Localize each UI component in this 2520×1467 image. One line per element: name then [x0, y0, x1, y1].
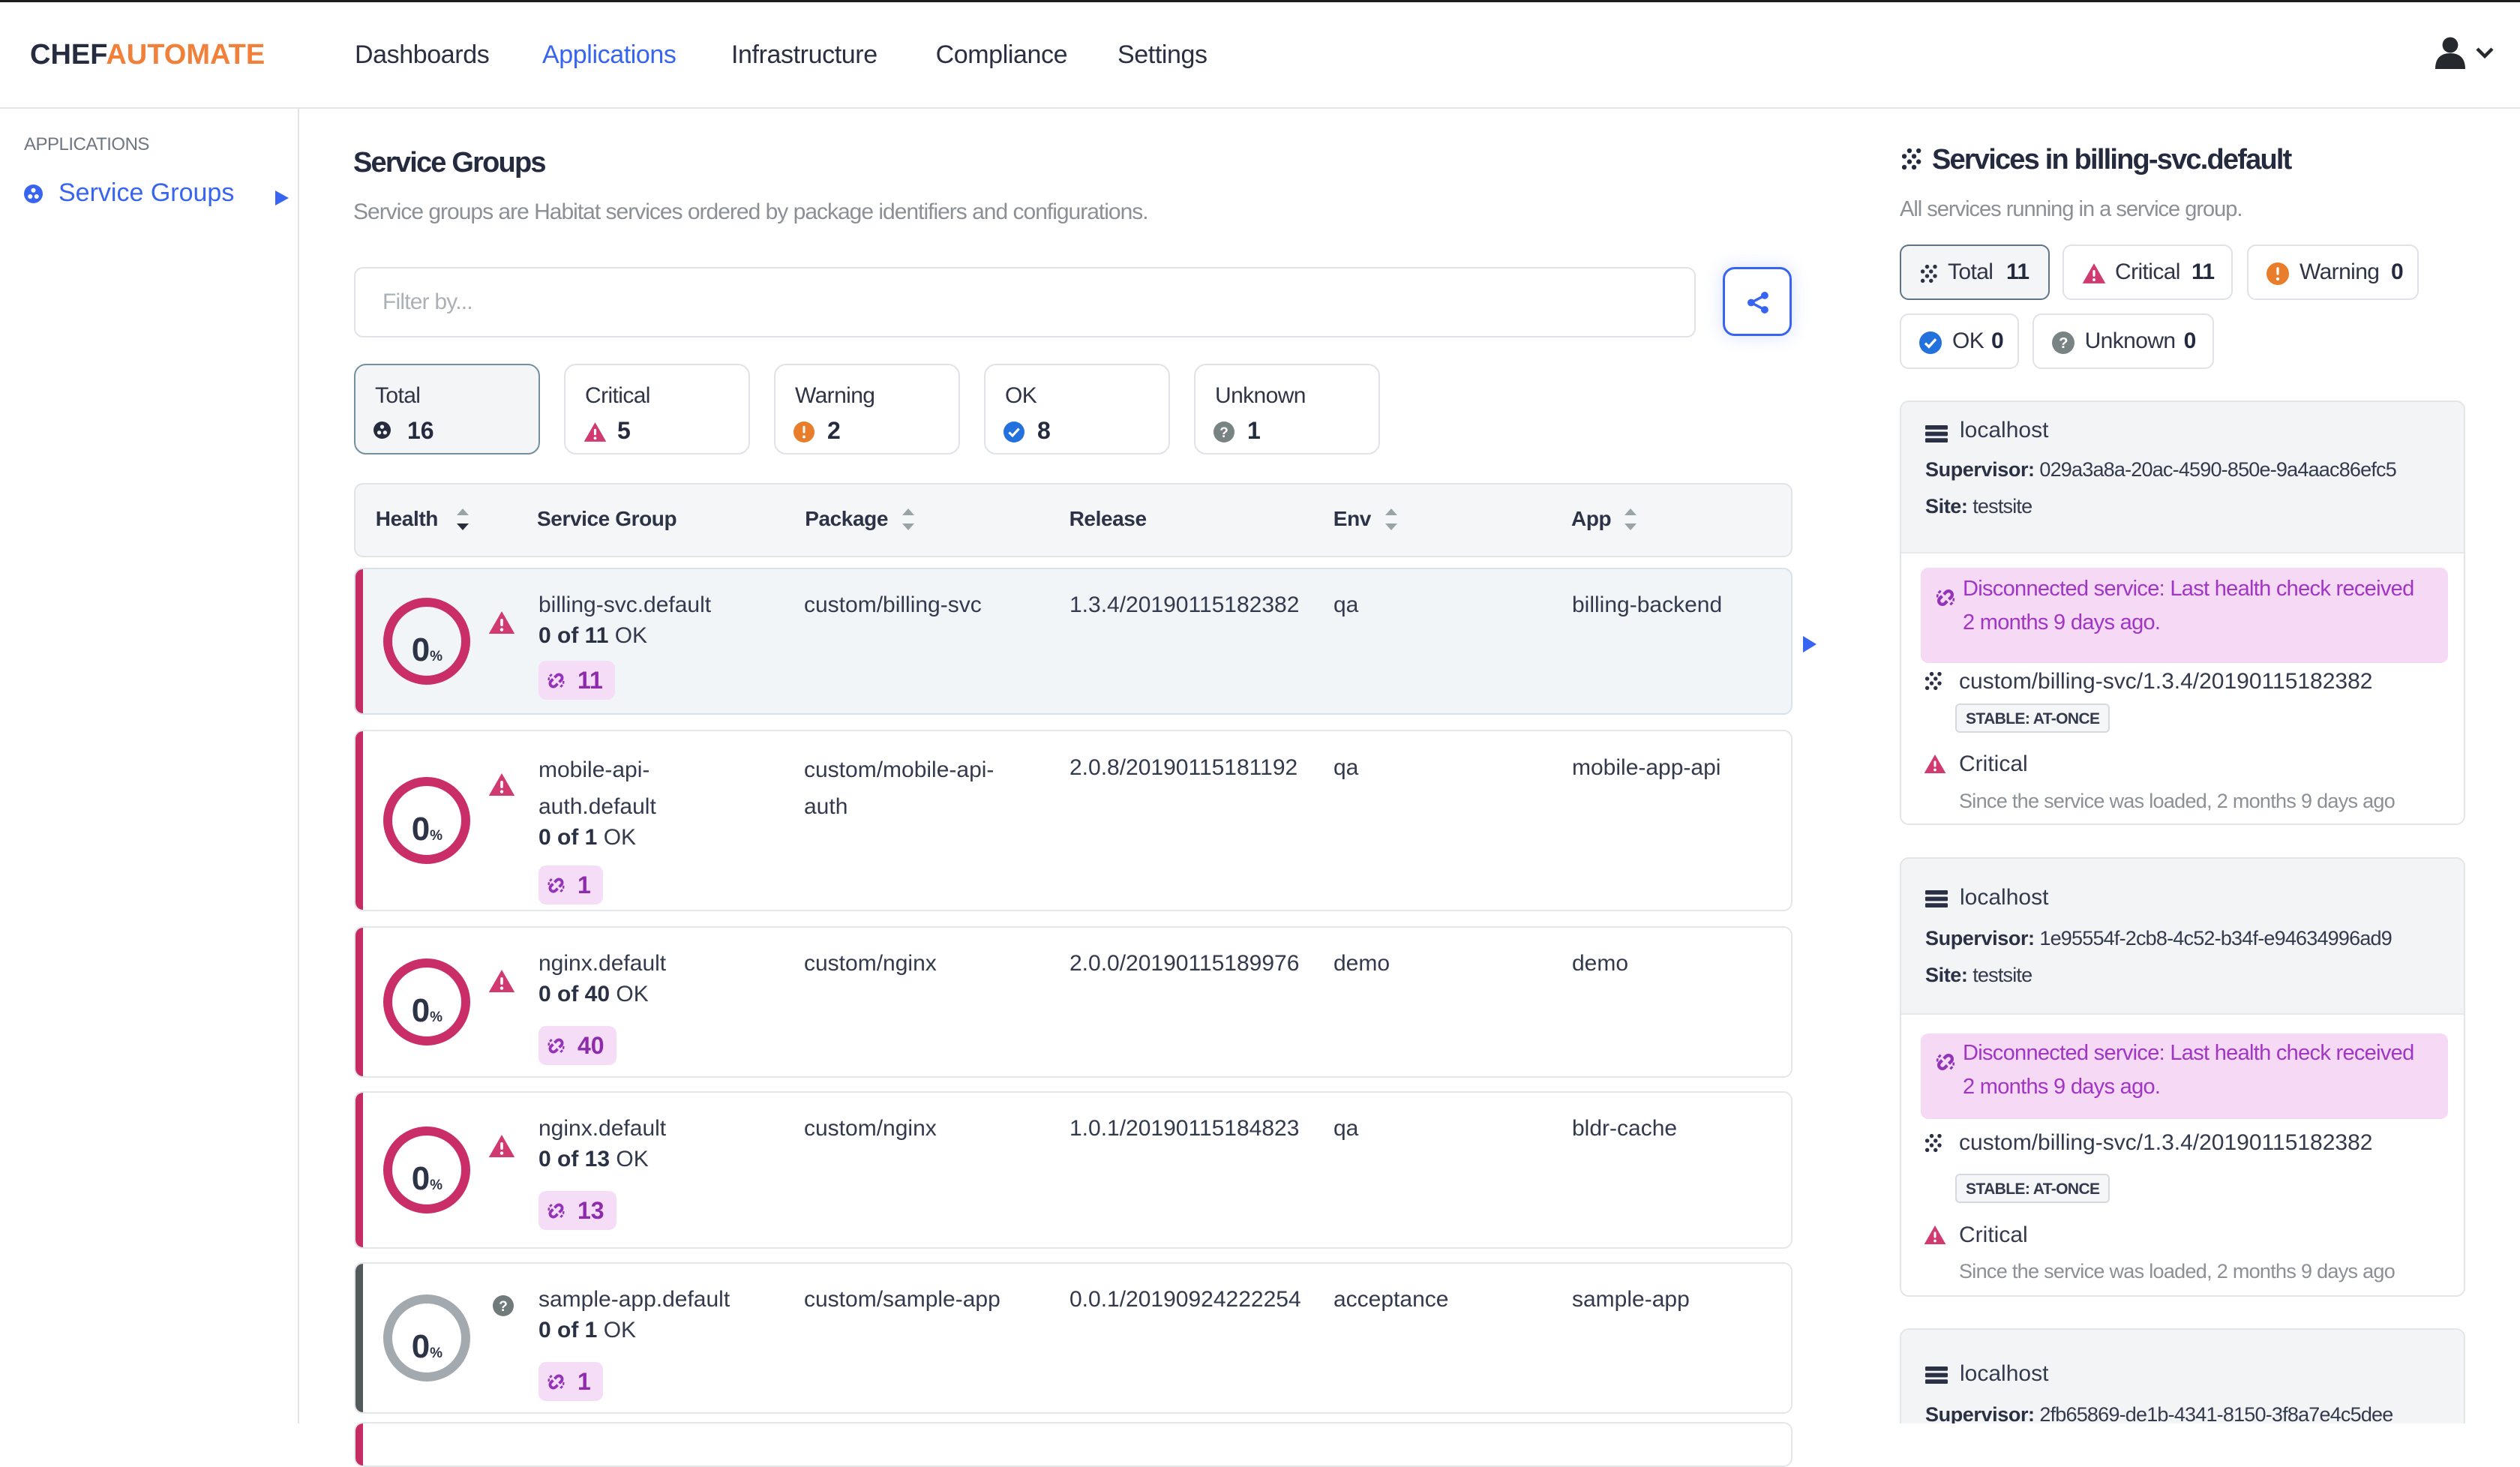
- svg-text:?: ?: [1220, 425, 1228, 441]
- svg-text:?: ?: [2059, 335, 2068, 352]
- svg-text:?: ?: [499, 1299, 508, 1315]
